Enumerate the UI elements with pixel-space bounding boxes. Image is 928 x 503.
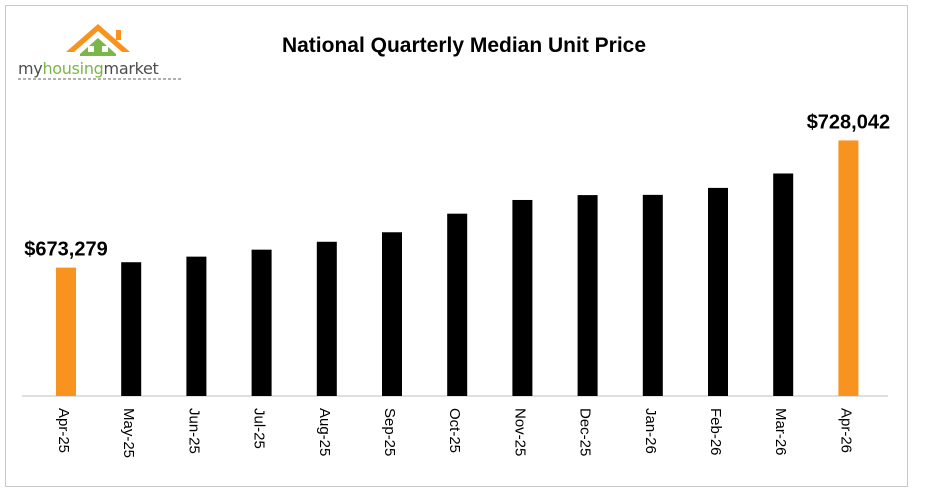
- chart-title: National Quarterly Median Unit Price: [281, 34, 647, 57]
- tick-label-dec-25: Dec-25: [577, 408, 594, 456]
- tick-label-nov-25: Nov-25: [511, 408, 528, 456]
- tick-label-aug-25: Aug-25: [316, 408, 333, 456]
- brand-logo: myhousingmarket: [18, 22, 188, 80]
- bar-jun-25: [186, 256, 207, 396]
- tick-label-may-25: May-25: [120, 408, 137, 458]
- data-label-apr-25: $673,279: [24, 239, 107, 261]
- tick-label-apr-26: Apr-26: [837, 408, 854, 453]
- data-label-apr-26: $728,042: [807, 111, 890, 133]
- tick-label-apr-25: Apr-25: [55, 408, 72, 453]
- bar-apr-25: [56, 267, 76, 396]
- tick-label-feb-26: Feb-26: [707, 408, 724, 456]
- bar-jul-25: [251, 249, 272, 396]
- brand-tagline-decoration: [18, 78, 183, 80]
- bar-mar-26: [773, 173, 794, 396]
- tick-label-sep-25: Sep-25: [381, 408, 398, 456]
- bar-nov-25: [512, 199, 533, 396]
- tick-label-oct-25: Oct-25: [446, 408, 463, 453]
- bar-feb-26: [708, 187, 728, 396]
- brand-name: myhousingmarket: [18, 59, 159, 78]
- bar-apr-26: [838, 140, 859, 396]
- bar-oct-25: [447, 213, 468, 396]
- tick-label-jun-25: Jun-25: [185, 408, 202, 454]
- tick-label-jul-25: Jul-25: [251, 408, 268, 449]
- bar-aug-25: [316, 241, 337, 396]
- bar-sep-25: [382, 232, 402, 396]
- bar-may-25: [121, 262, 142, 396]
- tick-label-jan-26: Jan-26: [642, 408, 659, 454]
- house-logo-icon: [66, 24, 130, 56]
- bar-jan-26: [642, 194, 663, 396]
- bar-dec-25: [577, 195, 598, 396]
- tick-label-mar-26: Mar-26: [772, 408, 789, 456]
